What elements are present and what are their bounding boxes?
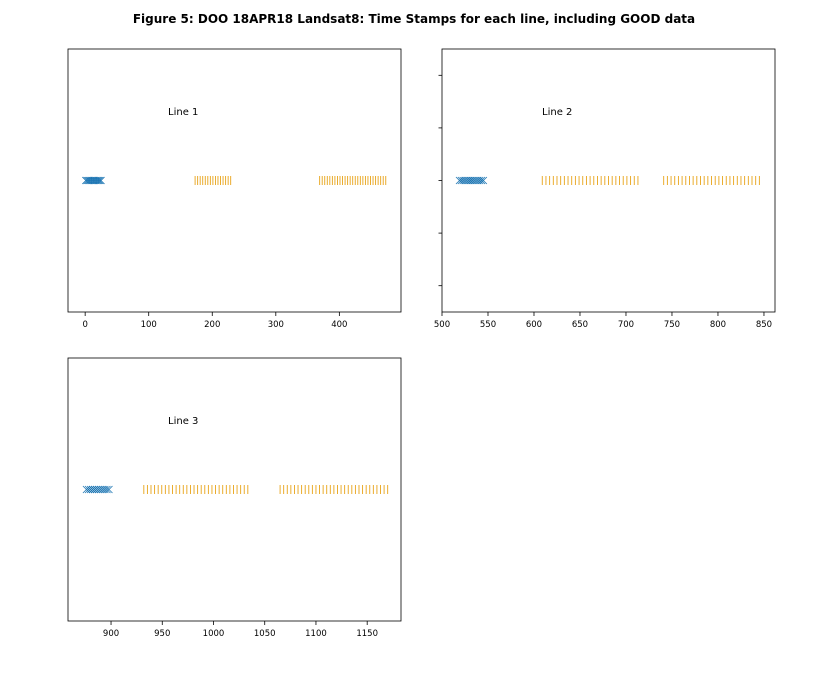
x-ticks-line-1: 0 100 200 300 400 xyxy=(82,312,347,330)
x-tick-label: 200 xyxy=(204,320,220,330)
x-tick-label: 550 xyxy=(480,320,496,330)
x-tick-label: 850 xyxy=(756,320,772,330)
plot-label-line-2: Line 2 xyxy=(542,107,572,118)
marks-line-3 xyxy=(83,485,388,494)
bad-timestamp-marker xyxy=(478,177,485,184)
x-tick-label: 500 xyxy=(434,320,450,330)
x-tick-label: 800 xyxy=(710,320,726,330)
x-tick-label: 600 xyxy=(526,320,542,330)
bad-timestamp-marker xyxy=(463,177,470,184)
plot-label-line-1: Line 1 xyxy=(168,107,198,118)
x-tick-label: 300 xyxy=(268,320,284,330)
bad-timestamp-marker xyxy=(476,177,483,184)
plot-frame-line-1 xyxy=(68,49,401,312)
bad-timestamp-marker xyxy=(469,177,476,184)
x-tick-label: 1100 xyxy=(305,629,327,639)
marks-line-2 xyxy=(456,176,759,185)
subplot-line-2: Line 2 500 550 600 650 700 750 800 850 xyxy=(434,49,775,330)
x-tick-label: 1050 xyxy=(254,629,276,639)
bad-timestamp-marker xyxy=(471,177,478,184)
bad-timestamp-marker xyxy=(461,177,468,184)
x-tick-label: 750 xyxy=(664,320,680,330)
x-ticks-line-2: 500 550 600 650 700 750 800 850 xyxy=(434,75,772,330)
marks-line-1 xyxy=(82,176,385,185)
x-tick-label: 900 xyxy=(103,629,119,639)
bad-timestamp-marker xyxy=(465,177,472,184)
x-tick-label: 0 xyxy=(82,320,87,330)
subplot-line-3: Line 3 900 950 1000 1050 1100 1150 xyxy=(68,358,401,639)
x-ticks-line-3: 900 950 1000 1050 1100 1150 xyxy=(103,621,378,639)
plot-label-line-3: Line 3 xyxy=(168,416,198,427)
x-tick-label: 1150 xyxy=(356,629,378,639)
x-tick-label: 700 xyxy=(618,320,634,330)
bad-timestamp-marker xyxy=(467,177,474,184)
bad-timestamp-marker xyxy=(458,177,465,184)
subplot-line-1: Line 1 0 100 200 300 400 xyxy=(68,49,401,330)
x-tick-label: 950 xyxy=(154,629,170,639)
bad-timestamp-marker xyxy=(480,177,487,184)
bad-timestamp-marker xyxy=(460,177,467,184)
bad-timestamp-marker xyxy=(456,177,463,184)
x-tick-label: 650 xyxy=(572,320,588,330)
bad-timestamp-marker xyxy=(473,177,480,184)
x-tick-label: 100 xyxy=(141,320,157,330)
plot-frame-line-3 xyxy=(68,358,401,621)
x-tick-label: 400 xyxy=(331,320,347,330)
bad-timestamp-marker xyxy=(474,177,481,184)
x-tick-label: 1000 xyxy=(203,629,225,639)
